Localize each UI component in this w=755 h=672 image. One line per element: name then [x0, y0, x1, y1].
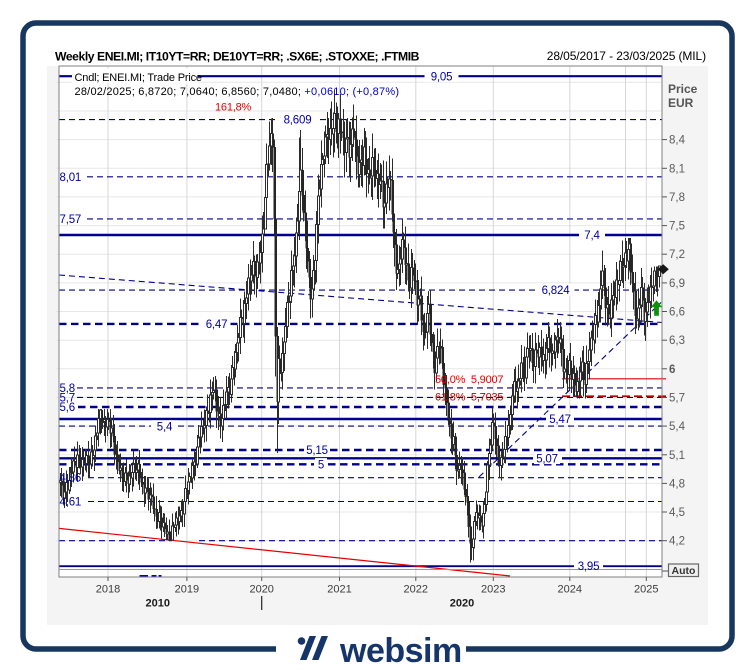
svg-text:8,609: 8,609 — [284, 114, 312, 126]
svg-text:4,8: 4,8 — [669, 478, 685, 490]
svg-text:2018: 2018 — [96, 584, 120, 596]
svg-text:7,2: 7,2 — [669, 249, 685, 261]
svg-text:Cndl; ENEI.MI; Trade Price: Cndl; ENEI.MI; Trade Price — [75, 72, 202, 84]
svg-text:2020: 2020 — [249, 584, 273, 596]
svg-text:2020: 2020 — [450, 598, 474, 610]
svg-text:websim: websim — [339, 632, 462, 670]
svg-text:5,15: 5,15 — [306, 445, 328, 457]
svg-text:28/05/2017 - 23/03/2025 (MIL): 28/05/2017 - 23/03/2025 (MIL) — [547, 49, 706, 63]
svg-text:8,1: 8,1 — [669, 163, 685, 175]
svg-text:161,8%: 161,8% — [215, 102, 252, 114]
svg-text:3,95: 3,95 — [578, 561, 600, 573]
svg-text:8,4: 8,4 — [669, 135, 686, 147]
svg-text:6,47: 6,47 — [206, 319, 228, 331]
svg-text:EUR: EUR — [668, 96, 694, 110]
svg-text:9,05: 9,05 — [431, 71, 453, 83]
svg-text:4,86: 4,86 — [60, 473, 82, 485]
svg-text:2022: 2022 — [404, 584, 428, 596]
svg-text:6: 6 — [669, 364, 675, 376]
svg-text:5,7: 5,7 — [60, 392, 75, 404]
svg-text:8,01: 8,01 — [60, 172, 82, 184]
svg-text:4,2: 4,2 — [669, 536, 685, 548]
svg-text:6,6: 6,6 — [669, 307, 685, 319]
svg-text:5,1: 5,1 — [669, 450, 685, 462]
svg-text:5,7: 5,7 — [669, 393, 685, 405]
svg-text:2010: 2010 — [146, 598, 170, 610]
svg-text:4,5: 4,5 — [669, 507, 685, 519]
svg-text:5: 5 — [318, 459, 324, 471]
svg-text:5,47: 5,47 — [549, 414, 571, 426]
svg-text:4,61: 4,61 — [60, 497, 82, 509]
svg-text:2023: 2023 — [481, 584, 505, 596]
svg-text:2021: 2021 — [327, 584, 351, 596]
svg-text:50,0% 5,9007: 50,0% 5,9007 — [435, 374, 503, 386]
svg-text:7,8: 7,8 — [669, 192, 685, 204]
svg-text:6,9: 6,9 — [669, 278, 685, 290]
svg-text:Auto: Auto — [672, 565, 696, 577]
svg-text:2019: 2019 — [175, 584, 199, 596]
svg-text:7,4: 7,4 — [584, 230, 600, 242]
svg-text:2025: 2025 — [634, 584, 658, 596]
svg-text:61,8% 5,7035: 61,8% 5,7035 — [435, 392, 503, 404]
svg-text:2024: 2024 — [558, 584, 582, 596]
svg-text:5,8: 5,8 — [60, 383, 75, 395]
svg-text:Price: Price — [668, 82, 698, 96]
svg-text:5,4: 5,4 — [157, 422, 173, 434]
svg-text:Weekly ENEI.MI; IT10YT=RR; DE1: Weekly ENEI.MI; IT10YT=RR; DE10YT=RR; .S… — [55, 50, 420, 64]
svg-text:5,07: 5,07 — [536, 453, 558, 465]
svg-text:7,57: 7,57 — [60, 214, 82, 226]
svg-text:28/02/2025; 6,8720; 7,0640; 6,: 28/02/2025; 6,8720; 7,0640; 6,8560; 7,04… — [75, 86, 400, 98]
svg-text:6,824: 6,824 — [542, 285, 571, 297]
svg-text:6,3: 6,3 — [669, 335, 685, 347]
svg-text:5,6: 5,6 — [60, 402, 75, 414]
svg-text:5,4: 5,4 — [669, 421, 686, 433]
svg-text:7,5: 7,5 — [669, 221, 685, 233]
